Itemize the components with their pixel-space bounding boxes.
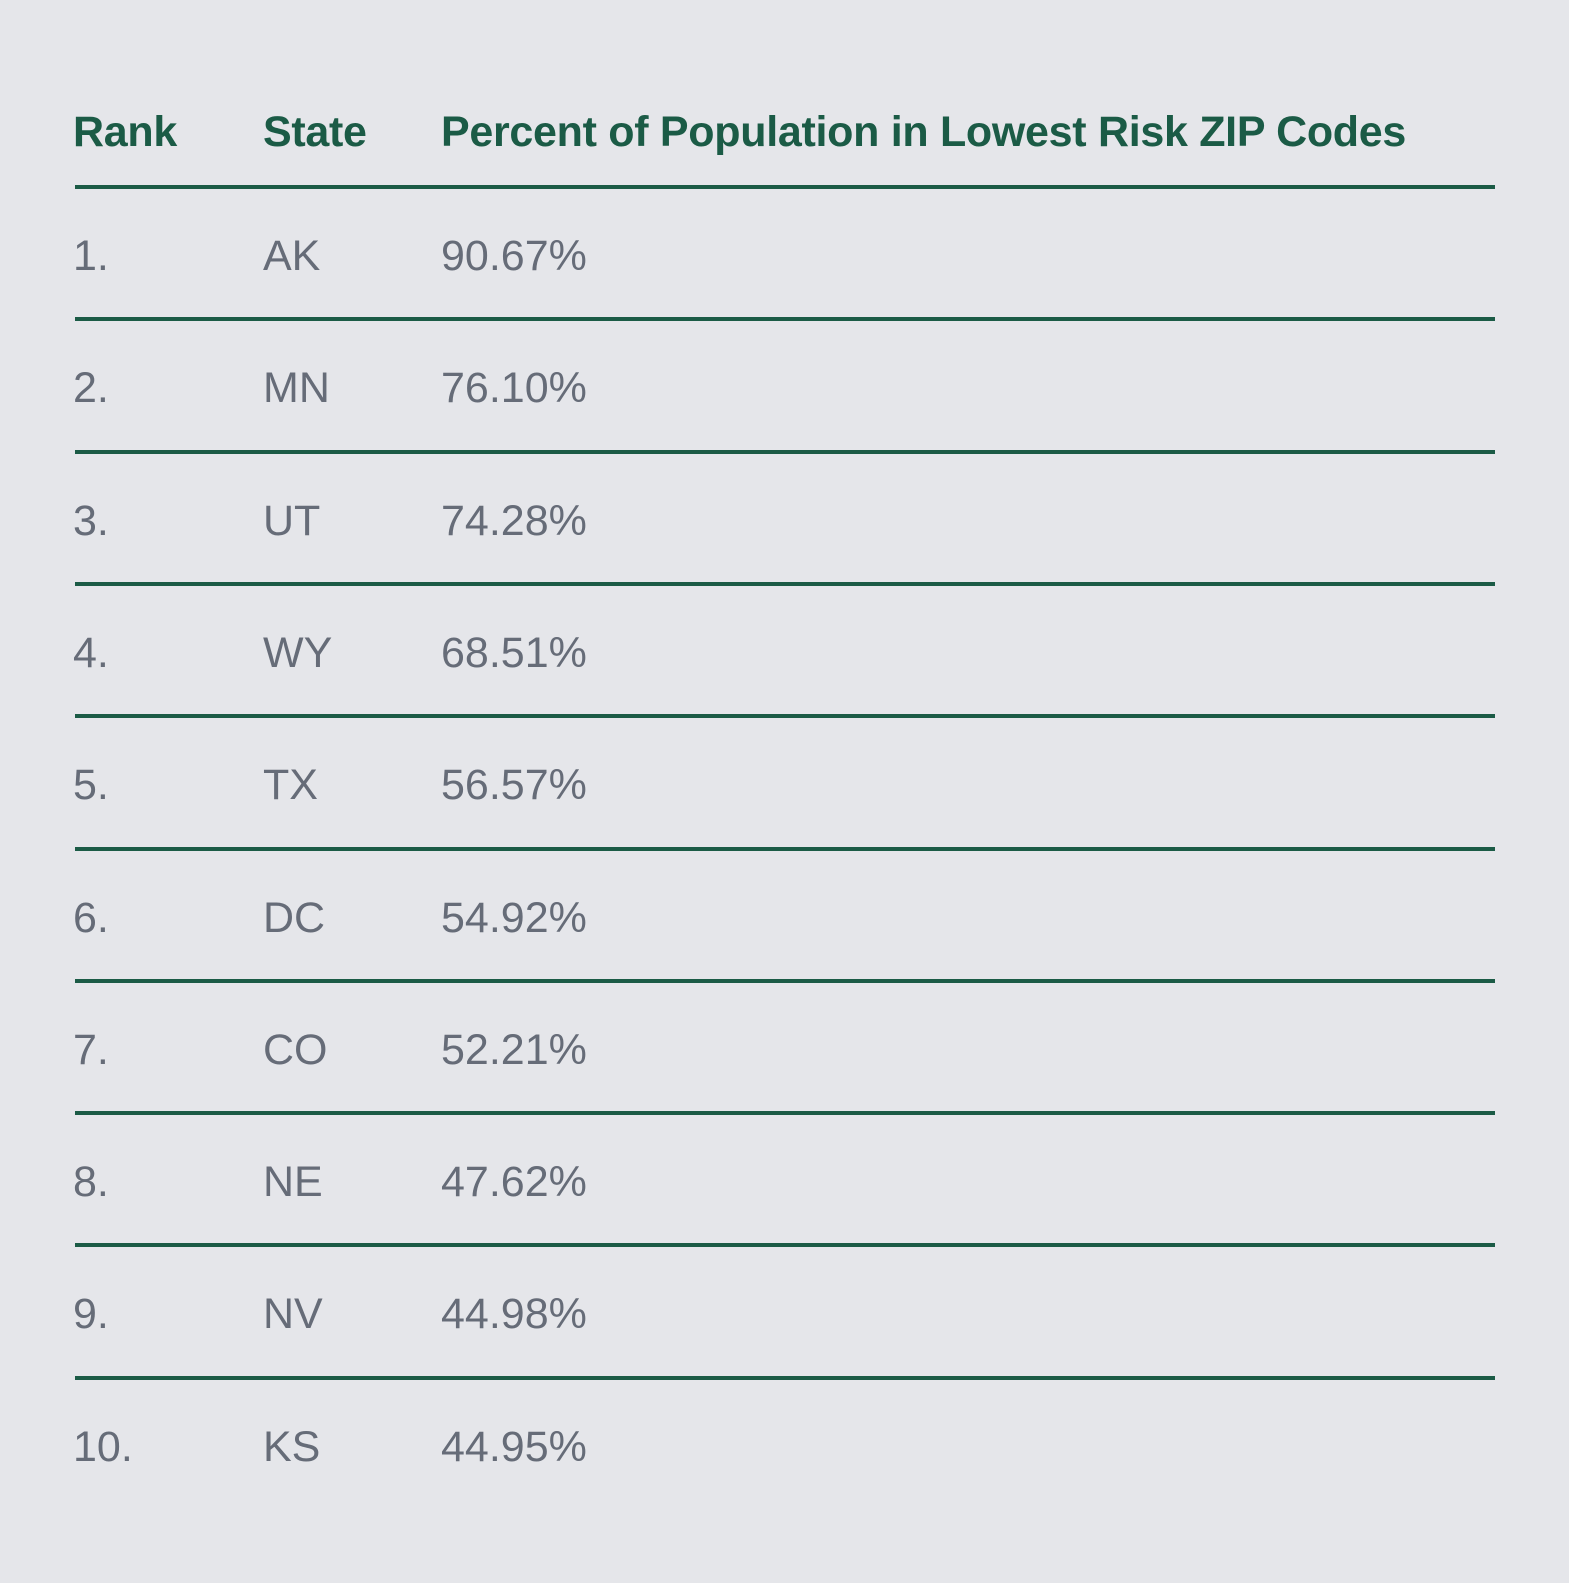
percent-cell: 54.92% xyxy=(441,894,587,942)
state-cell: NV xyxy=(263,1290,323,1338)
table-row: 3. UT 74.28% xyxy=(0,497,1569,557)
state-cell: TX xyxy=(263,761,318,809)
rank-cell: 2. xyxy=(73,364,109,412)
row-divider xyxy=(75,1376,1495,1380)
rank-cell: 9. xyxy=(73,1290,109,1338)
row-divider xyxy=(75,979,1495,983)
table-row: 5. TX 56.57% xyxy=(0,761,1569,821)
table-row: 4. WY 68.51% xyxy=(0,629,1569,689)
row-divider xyxy=(75,1111,1495,1115)
row-divider xyxy=(75,1243,1495,1247)
rank-cell: 5. xyxy=(73,761,109,809)
percent-cell: 90.67% xyxy=(441,232,587,280)
row-divider xyxy=(75,582,1495,586)
table-row: 7. CO 52.21% xyxy=(0,1026,1569,1086)
state-cell: WY xyxy=(263,629,333,677)
table-row: 8. NE 47.62% xyxy=(0,1158,1569,1218)
percent-cell: 44.95% xyxy=(441,1423,587,1471)
row-divider xyxy=(75,450,1495,454)
state-cell: CO xyxy=(263,1026,328,1074)
state-cell: UT xyxy=(263,497,321,545)
row-divider xyxy=(75,317,1495,321)
percent-cell: 76.10% xyxy=(441,364,587,412)
percent-cell: 44.98% xyxy=(441,1290,587,1338)
percent-cell: 68.51% xyxy=(441,629,587,677)
rank-cell: 3. xyxy=(73,497,109,545)
table-row: 2. MN 76.10% xyxy=(0,364,1569,424)
rank-cell: 7. xyxy=(73,1026,109,1074)
row-divider xyxy=(75,714,1495,718)
rank-cell: 10. xyxy=(73,1423,133,1471)
table-header: Rank State Percent of Population in Lowe… xyxy=(0,108,1569,178)
rank-cell: 8. xyxy=(73,1158,109,1206)
row-divider xyxy=(75,847,1495,851)
state-cell: MN xyxy=(263,364,330,412)
table-row: 10. KS 44.95% xyxy=(0,1423,1569,1483)
state-cell: AK xyxy=(263,232,321,280)
rank-cell: 1. xyxy=(73,232,109,280)
table-row: 1. AK 90.67% xyxy=(0,232,1569,292)
column-header-percent: Percent of Population in Lowest Risk ZIP… xyxy=(441,108,1406,156)
rank-cell: 4. xyxy=(73,629,109,677)
percent-cell: 56.57% xyxy=(441,761,587,809)
percent-cell: 47.62% xyxy=(441,1158,587,1206)
percent-cell: 74.28% xyxy=(441,497,587,545)
state-cell: KS xyxy=(263,1423,321,1471)
rank-cell: 6. xyxy=(73,894,109,942)
column-header-rank: Rank xyxy=(73,108,177,156)
table-row: 6. DC 54.92% xyxy=(0,894,1569,954)
state-cell: DC xyxy=(263,894,326,942)
table-row: 9. NV 44.98% xyxy=(0,1290,1569,1350)
state-cell: NE xyxy=(263,1158,323,1206)
percent-cell: 52.21% xyxy=(441,1026,587,1074)
column-header-state: State xyxy=(263,108,367,156)
row-divider xyxy=(75,185,1495,189)
